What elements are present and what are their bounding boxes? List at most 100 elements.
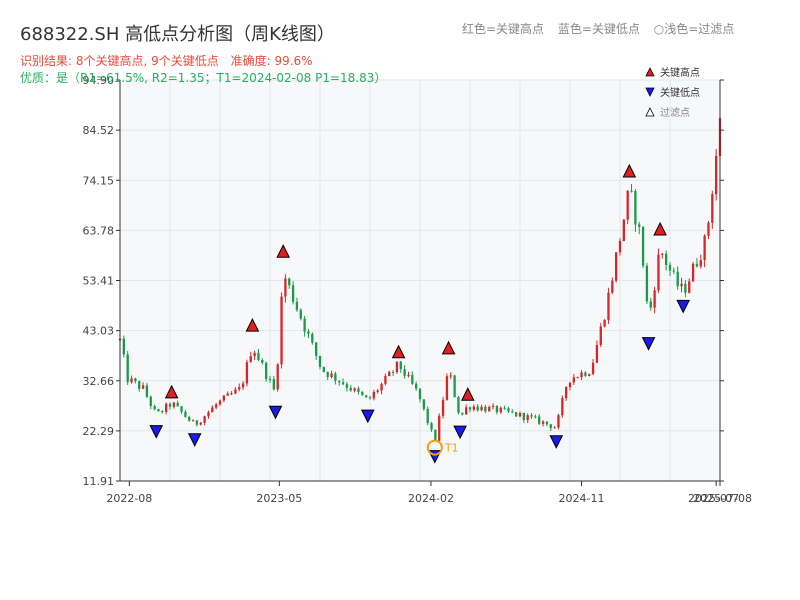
candle-body xyxy=(338,380,341,383)
caption-blue: 蓝色=关键低点 xyxy=(557,22,640,36)
t1-label: T1 xyxy=(444,442,459,455)
candle-body xyxy=(622,219,625,241)
key-high-marker xyxy=(164,384,179,399)
candle-body xyxy=(215,404,218,408)
candle-body xyxy=(661,253,664,255)
key-high-marker xyxy=(245,318,260,332)
candle-body xyxy=(707,222,710,236)
candle-body xyxy=(372,391,375,399)
candle-body xyxy=(703,235,706,261)
candle-body xyxy=(276,364,279,390)
candle-body xyxy=(518,412,522,417)
candle-body xyxy=(530,415,533,417)
candle-body xyxy=(161,411,164,413)
candle-body xyxy=(534,416,537,418)
candle-body xyxy=(130,378,133,383)
candle-body xyxy=(384,376,387,384)
candle-body xyxy=(141,385,145,389)
candle-body xyxy=(411,374,414,384)
caption-light: ○浅色=过滤点 xyxy=(653,22,735,36)
axes: 94.90 84.52 74.15 63.78 53.41 43.03 32.66 22.29… xyxy=(83,74,752,505)
candle-body xyxy=(465,407,468,415)
key-low-marker xyxy=(149,425,164,439)
candle-body xyxy=(345,384,349,388)
candle-body xyxy=(672,270,675,272)
y-tick-label: 84.52 xyxy=(83,124,115,137)
candle-body xyxy=(249,356,252,363)
candle-body xyxy=(241,383,245,388)
y-tick-label: 11.91 xyxy=(83,475,115,488)
legend-low-label: 关键低点 xyxy=(660,86,700,99)
candle-body xyxy=(684,283,687,293)
candle-body xyxy=(499,407,502,413)
candle-body xyxy=(545,421,549,425)
candle-body xyxy=(584,372,587,376)
candle-body xyxy=(588,374,591,376)
candle-body xyxy=(145,385,149,397)
candle-body xyxy=(299,309,302,319)
candle-body xyxy=(122,338,125,355)
candle-body xyxy=(484,406,487,412)
candle-body xyxy=(691,263,695,282)
candle-body xyxy=(211,407,214,413)
candle-body xyxy=(699,260,702,267)
candle-body xyxy=(238,387,241,390)
candle-body xyxy=(538,416,541,424)
key-point-markers: T1 xyxy=(149,163,690,464)
candle-body xyxy=(149,396,152,407)
candle-body xyxy=(695,263,699,267)
legend-filtered-label: 过滤点 xyxy=(660,106,690,119)
candle-body xyxy=(399,361,402,370)
candle-body xyxy=(165,403,168,412)
caption-red: 红色=关键高点 xyxy=(462,22,545,36)
candle-body xyxy=(480,406,483,411)
candle-body xyxy=(668,264,672,271)
candle-body xyxy=(311,333,314,343)
candle-body xyxy=(199,422,202,425)
candle-body xyxy=(349,387,352,391)
candle-body xyxy=(357,388,360,393)
candle-body xyxy=(557,415,560,428)
x-tick-label: 2022-08 xyxy=(106,492,152,505)
candle-body xyxy=(157,409,160,412)
candle-body xyxy=(330,373,333,377)
candle-body xyxy=(657,254,660,291)
y-tick-label: 94.90 xyxy=(83,74,115,87)
candle-body xyxy=(572,377,575,383)
candle-body xyxy=(568,382,572,388)
candle-body xyxy=(188,416,191,421)
result-line: 识别结果: 8个关键高点, 9个关键低点 准确度: 99.6% xyxy=(20,52,321,69)
candle-body xyxy=(365,395,368,398)
candle-body xyxy=(234,389,237,394)
candle-body xyxy=(218,400,222,405)
x-tick-label: 2024-02 xyxy=(408,492,454,505)
candle-body xyxy=(430,423,433,430)
candle-body xyxy=(626,190,629,220)
key-high-marker xyxy=(391,344,406,359)
candle-body xyxy=(441,399,445,416)
candlestick-series xyxy=(118,108,722,442)
candle-body xyxy=(641,226,645,266)
candle-body xyxy=(207,412,210,417)
candle-body xyxy=(388,371,391,377)
t1-circle xyxy=(426,439,443,456)
candle-body xyxy=(184,411,187,417)
candle-body xyxy=(503,407,506,409)
candle-body xyxy=(422,399,425,409)
candle-body xyxy=(403,369,406,376)
candle-body xyxy=(665,253,668,265)
y-tick-label: 43.03 xyxy=(83,325,115,338)
candle-body xyxy=(634,190,637,225)
chart-title: 688322.SH 高低点分析图（周K线图） xyxy=(20,24,335,45)
candle-body xyxy=(230,393,233,395)
candle-body xyxy=(603,319,606,327)
candle-body xyxy=(618,240,622,253)
candle-body xyxy=(561,398,564,416)
candle-body xyxy=(680,283,683,287)
legend-low-icon xyxy=(645,87,655,97)
key-low-marker xyxy=(268,405,283,420)
candle-body xyxy=(461,412,464,415)
candle-body xyxy=(307,331,310,334)
candle-body xyxy=(284,278,287,297)
